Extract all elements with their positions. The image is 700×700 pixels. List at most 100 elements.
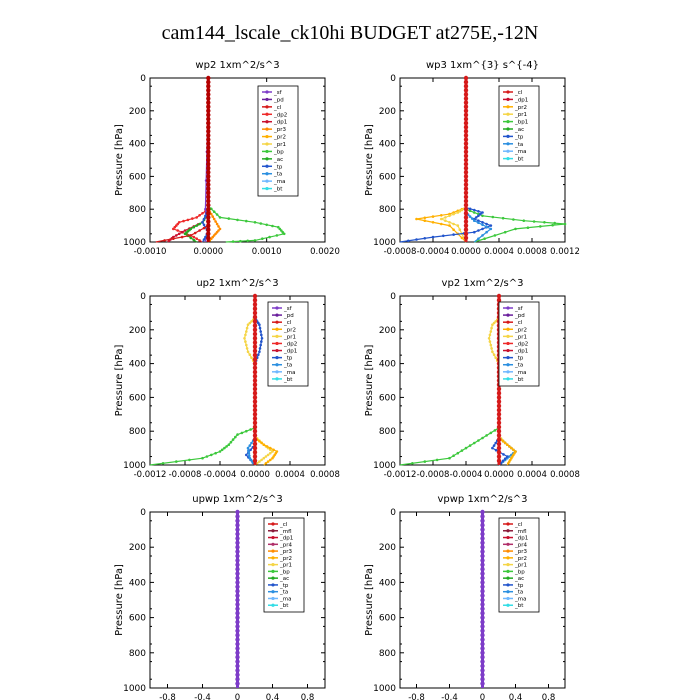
series-marker-bp <box>532 220 536 223</box>
legend-label: _mfl <box>514 529 527 535</box>
series-marker-cl <box>463 161 469 167</box>
series-marker-bp <box>553 221 556 225</box>
series-marker-bp <box>205 455 209 458</box>
series-marker-tp <box>442 234 445 238</box>
series-marker-cl <box>496 416 502 421</box>
x-tick-label: -0.0004 <box>450 470 483 480</box>
series-marker-sf <box>235 558 240 563</box>
x-tick-label: 0.0008 <box>517 247 547 257</box>
plot-frame <box>149 77 326 243</box>
legend-label: _pr1 <box>514 112 527 118</box>
series-marker-pr2 <box>431 215 435 218</box>
series-marker-sf <box>235 518 240 523</box>
legend-marker <box>275 327 279 331</box>
legend-label: _pr1 <box>514 563 527 569</box>
series-line-cl <box>155 78 209 243</box>
series-marker-cl <box>463 194 469 200</box>
legend-marker <box>271 603 275 607</box>
series-marker-cl <box>496 424 502 430</box>
series-marker-tp <box>204 235 207 239</box>
series-marker-pr2 <box>501 440 505 443</box>
series-marker-sf <box>480 553 485 559</box>
series-marker-pr1 <box>444 219 447 222</box>
legend-marker <box>506 306 510 310</box>
legend-label: _pr3 <box>279 549 293 555</box>
series-marker-cl <box>252 365 258 370</box>
series-marker-cl <box>252 340 258 345</box>
x-tick-label: 0.8 <box>301 693 315 700</box>
series-marker-sf <box>235 681 240 686</box>
series-marker-cl <box>463 202 469 208</box>
series-marker-sf <box>480 540 485 545</box>
series-marker-bt_line <box>206 129 211 134</box>
series-marker-sf <box>235 659 240 664</box>
series-marker-cl <box>463 108 469 114</box>
series-marker-pr2 <box>266 460 270 463</box>
series-marker-cl <box>463 112 469 118</box>
series-marker-pr1 <box>264 455 268 458</box>
series-marker-sf <box>480 650 485 655</box>
series-marker-sf <box>235 672 240 677</box>
series-marker-pr2 <box>507 462 510 465</box>
chart-panel-3: up2 1xm^2/s^3 Pressure [hPa] 0 200 400 600 800… <box>114 278 340 480</box>
series-marker-bt_line <box>206 96 211 101</box>
series-marker-sf <box>480 589 485 594</box>
series-marker-dp2 <box>191 217 194 220</box>
series-marker-sf <box>235 567 240 572</box>
series-marker-tp <box>407 239 410 243</box>
legend-marker <box>506 90 510 94</box>
series-marker-pr1 <box>460 208 464 212</box>
series-marker-ac <box>192 225 196 229</box>
series-marker-dp2 <box>192 235 196 239</box>
legend-label: _pr2 <box>514 556 527 562</box>
series-marker-pr1 <box>245 343 248 347</box>
chart-panel-1: wp2 1xm^2/s^3 Pressure [hPa] 0 200 400 600 800… <box>114 60 340 257</box>
series-marker-cl <box>496 407 502 413</box>
series-marker-pr1 <box>448 214 451 218</box>
series-marker-cl <box>463 84 469 89</box>
series-marker-tp <box>249 448 252 452</box>
legend-label: _pr2 <box>283 327 296 333</box>
series-marker-ac <box>189 236 193 240</box>
legend-label: _pr4 <box>514 542 528 548</box>
series-marker-cl <box>252 323 258 328</box>
series-marker-bp <box>253 221 257 224</box>
series-marker-pr2 <box>423 219 427 222</box>
legend-label: _bt <box>514 603 524 609</box>
series-marker-cl <box>496 399 502 404</box>
y-tick-label: 200 <box>379 543 396 553</box>
series-marker-cl <box>463 149 469 154</box>
series-marker-bt_line <box>206 227 211 232</box>
series-marker-sf <box>235 646 240 651</box>
series-marker-bp <box>526 226 530 229</box>
series-marker-sf <box>235 597 240 603</box>
series-marker-ta <box>246 446 250 450</box>
series-marker-cl <box>496 391 502 396</box>
series-marker-cl <box>463 141 469 146</box>
series-marker-cl <box>463 104 469 109</box>
series-marker-pr1 <box>494 320 498 323</box>
legend-label: _ma <box>514 370 526 376</box>
y-tick-label: 1000 <box>373 684 396 694</box>
x-tick-label: 0.4 <box>266 693 280 700</box>
series-marker-sf <box>235 606 240 611</box>
series-marker-cl <box>496 395 502 400</box>
legend-label: _bt <box>273 187 283 193</box>
series-marker-bt_line <box>206 145 211 150</box>
series-marker-bp <box>563 222 567 226</box>
series-marker-ta <box>481 234 484 237</box>
series-marker-bp <box>473 441 476 445</box>
y-tick-label: 800 <box>379 205 396 215</box>
legend-marker <box>271 590 275 594</box>
series-marker-sf <box>480 545 485 550</box>
series-marker-bp <box>175 460 178 463</box>
legend-marker <box>271 556 275 560</box>
series-marker-pr1 <box>448 221 451 224</box>
legend-label: _mfl <box>279 529 292 535</box>
series-marker-bp <box>522 219 526 222</box>
series-marker-sf <box>480 624 485 629</box>
x-tick-label: 0.0000 <box>451 247 481 257</box>
series-marker-cl <box>463 190 469 195</box>
legend-marker <box>506 583 510 587</box>
